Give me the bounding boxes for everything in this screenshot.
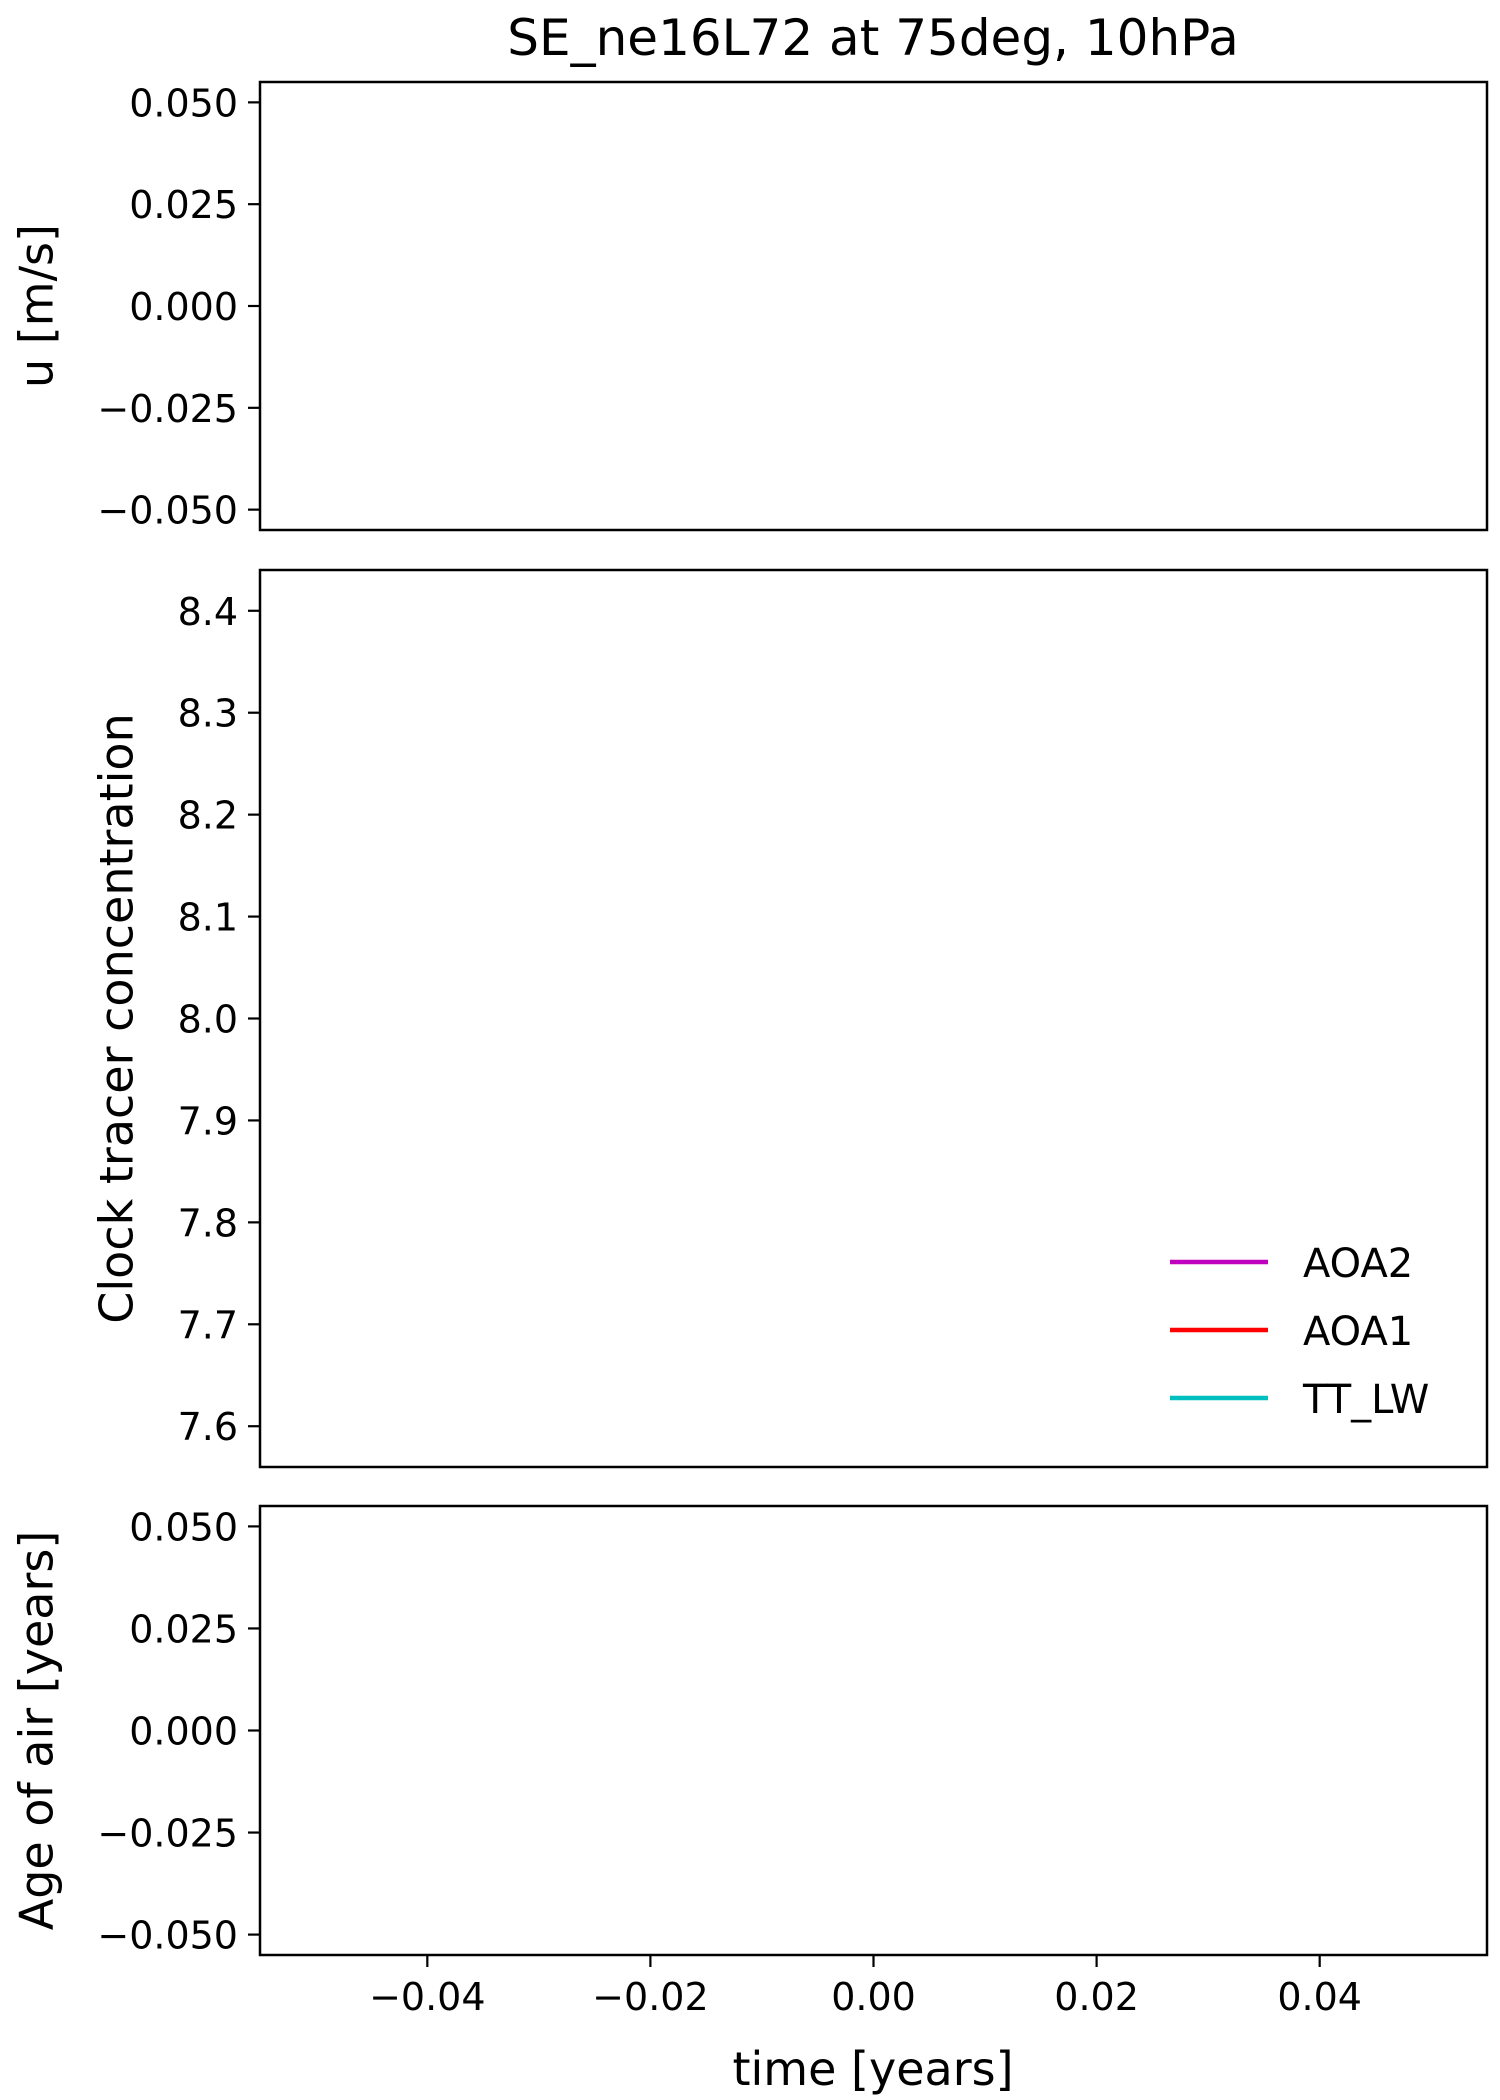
y-tick-label-u: 0.000: [129, 285, 238, 329]
y-tick-label-age: −0.050: [97, 1914, 238, 1958]
y-axis-label-u: u [m/s]: [10, 224, 64, 388]
y-axis-label-clock: Clock tracer concentration: [90, 713, 144, 1323]
y-tick-label-age: 0.050: [129, 1505, 238, 1549]
y-tick-label-clock: 7.6: [178, 1405, 238, 1449]
x-tick-label: −0.02: [592, 1975, 708, 2019]
y-tick-label-clock: 7.9: [178, 1099, 238, 1143]
legend-label-TT_LW: TT_LW: [1302, 1377, 1429, 1423]
y-tick-label-u: 0.050: [129, 81, 238, 125]
y-tick-label-clock: 8.1: [178, 896, 238, 940]
y-tick-label-age: −0.025: [97, 1812, 238, 1856]
legend-label-AOA2: AOA2: [1303, 1241, 1413, 1287]
x-axis-label: time [years]: [732, 2042, 1013, 2096]
y-tick-label-clock: 8.2: [178, 794, 238, 838]
y-tick-label-clock: 8.3: [178, 692, 238, 736]
subplot-age: 0.050 0.025 0.000 −0.025 −0.050 Age of air [y…: [10, 1504, 1489, 2019]
subplot-clock: 8.4 8.3 8.2 8.1 8.0 7.9 7.8 7.7 7.6 Clock tracer …: [90, 568, 1489, 1469]
y-tick-label-u: −0.025: [97, 387, 238, 431]
legend: AOA2 AOA1 TT_LW: [1170, 1241, 1429, 1423]
x-tick-label: 0.02: [1054, 1975, 1139, 2019]
y-tick-label-clock: 7.8: [178, 1201, 238, 1245]
subplots: 0.050 0.025 0.000 −0.025 −0.050 u [m/s] 8.4 8.3…: [10, 80, 1489, 2019]
x-tick-label: 0.00: [831, 1975, 916, 2019]
legend-label-AOA1: AOA1: [1303, 1309, 1413, 1355]
plot-frame-u: [258, 80, 1489, 532]
y-tick-label-age: 0.000: [129, 1710, 238, 1754]
plot-frame-age: [258, 1504, 1489, 1957]
x-tick-label: 0.04: [1277, 1975, 1362, 2019]
y-tick-label-u: −0.050: [97, 489, 238, 533]
y-tick-label-clock: 7.7: [178, 1303, 238, 1347]
x-tick-label: −0.04: [369, 1975, 485, 2019]
y-tick-label-u: 0.025: [129, 183, 238, 227]
y-axis-label-age: Age of air [years]: [10, 1531, 64, 1931]
y-tick-label-age: 0.025: [129, 1607, 238, 1651]
subplot-u: 0.050 0.025 0.000 −0.025 −0.050 u [m/s]: [10, 80, 1489, 533]
y-tick-label-clock: 8.0: [178, 998, 238, 1042]
figure-title: SE_ne16L72 at 75deg, 10hPa: [507, 9, 1238, 67]
y-tick-label-clock: 8.4: [178, 590, 238, 634]
